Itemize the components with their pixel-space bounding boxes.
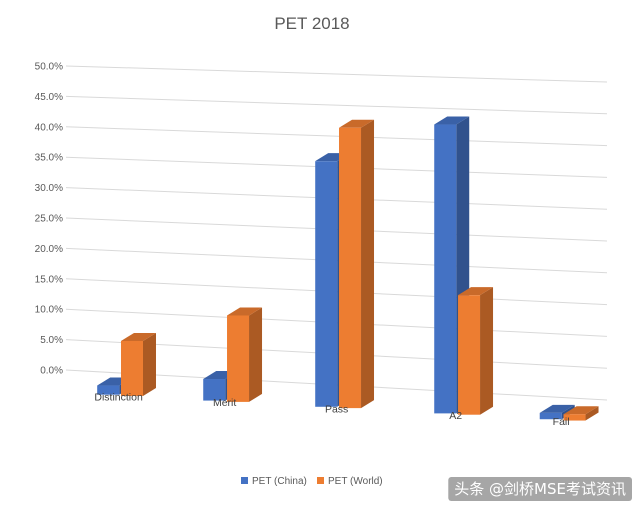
- legend-swatch: [317, 477, 324, 484]
- category-label: Distinction: [94, 391, 143, 403]
- category-labels: Distinction Merit Pass A2 Fail: [94, 391, 569, 428]
- legend-swatch: [241, 477, 248, 484]
- bar-a2-world: [458, 287, 494, 415]
- bar-fail-world: [563, 406, 599, 421]
- y-tick-label: 35.0%: [35, 153, 63, 164]
- y-tick-label: 10.0%: [35, 305, 63, 316]
- category-label: A2: [449, 410, 462, 422]
- gridline: [65, 126, 608, 147]
- y-tick-label: 40.0%: [35, 122, 63, 133]
- bar-distinction-world: [120, 332, 156, 397]
- category-label: Fail: [553, 416, 570, 428]
- legend-label: PET (World): [328, 476, 383, 487]
- y-tick-label: 50.0%: [35, 62, 63, 73]
- y-tick-label: 20.0%: [35, 244, 63, 255]
- gridline: [65, 65, 608, 83]
- y-tick-label: 30.0%: [35, 183, 63, 194]
- gridline: [65, 95, 608, 115]
- y-tick-label: 15.0%: [35, 274, 63, 285]
- y-tick-label: 0.0%: [40, 366, 63, 377]
- category-label: Merit: [213, 397, 236, 409]
- y-tick-label: 25.0%: [35, 214, 63, 225]
- y-axis-ticks: 0.0% 5.0% 10.0% 15.0% 20.0% 25.0% 30.0% 35.0% 40…: [35, 62, 63, 377]
- legend: PET (China) PET (World): [241, 476, 383, 487]
- bar-merit-world: [227, 307, 263, 402]
- chart-title: PET 2018: [274, 14, 349, 33]
- bars: [97, 116, 599, 421]
- legend-label: PET (China): [252, 476, 307, 487]
- bar-pass-world: [339, 119, 375, 409]
- y-tick-label: 5.0%: [40, 335, 63, 346]
- category-label: Pass: [325, 403, 348, 415]
- watermark: 头条 @剑桥MSE考试资讯: [454, 480, 626, 498]
- watermark-backdrop: [448, 477, 632, 501]
- y-tick-label: 45.0%: [35, 92, 63, 103]
